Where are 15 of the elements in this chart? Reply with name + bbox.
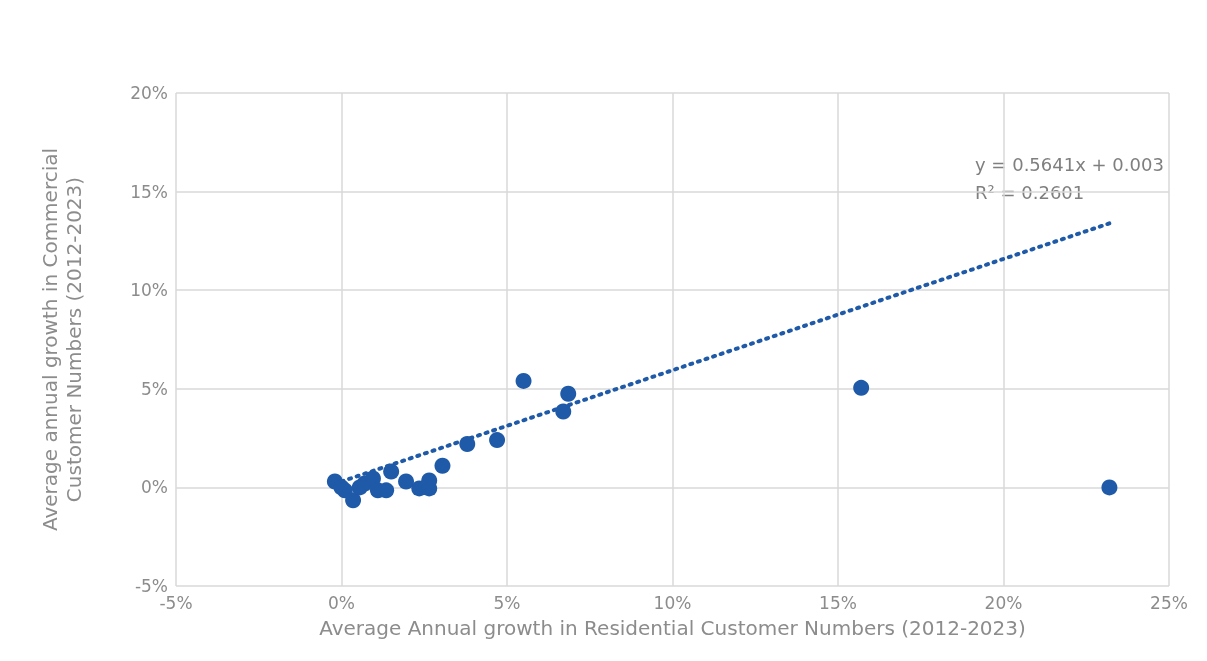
annotation: y = 0.5641x + 0.003 xyxy=(975,153,1164,175)
x-tick-label: 20% xyxy=(984,592,1023,613)
y-tick-label: 5% xyxy=(141,378,168,399)
x-tick-label: 0% xyxy=(328,592,355,613)
x-tick-label: 15% xyxy=(819,592,857,613)
annotation: R² = 0.2601 xyxy=(975,181,1085,203)
y-tick-label: 10% xyxy=(130,280,168,301)
x-tick-label: 25% xyxy=(1150,592,1188,613)
y-axis-title: Average annual growth in Commercial Customer Numbers (2012-2023) xyxy=(38,147,86,532)
y-tick-label: 15% xyxy=(130,181,168,202)
y-tick-label: 0% xyxy=(141,477,168,498)
x-axis-title: Average Annual growth in Residential Customer Numbers (2012-2023) xyxy=(319,616,1026,640)
y-tick-label: 20% xyxy=(130,83,168,103)
x-tick-label: 10% xyxy=(653,592,692,613)
x-tick-label: 5% xyxy=(493,592,521,613)
